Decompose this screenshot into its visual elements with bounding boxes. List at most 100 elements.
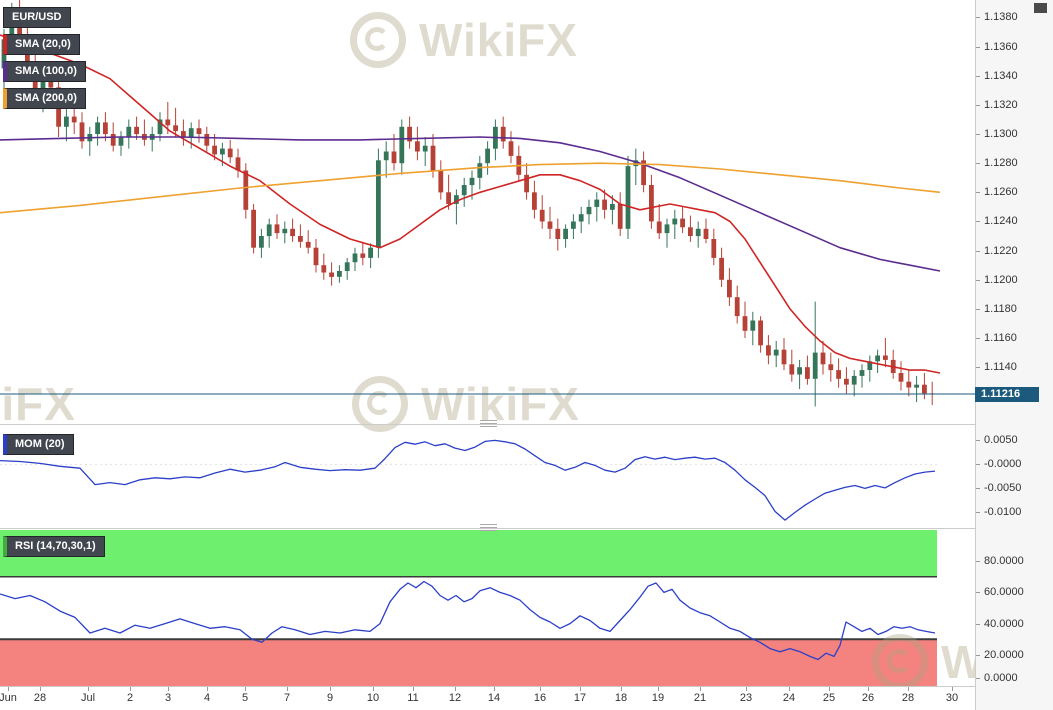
mom-tick-label: -0.0050 (984, 482, 1022, 494)
axis-tick (976, 440, 980, 441)
axis-tick (658, 687, 659, 691)
time-axis-label: 11 (407, 692, 419, 704)
price-tick-label: 1.1280 (984, 157, 1018, 169)
sma-100-0--line (0, 136, 941, 272)
time-axis[interactable]: Jun 28 Jul 2 3 4 5 7 9 10 11 12 14 16 17 18 19 21 23 24 25 26… (0, 687, 975, 710)
axis-tick (580, 687, 581, 691)
candlesticks (1, 0, 935, 407)
panel-divider (0, 528, 1053, 529)
rsi-tick-label: 0.0000 (984, 672, 1018, 684)
mom-line (0, 439, 936, 521)
legend-sma200-label: SMA (200,0) (15, 92, 77, 104)
axis-tick (40, 687, 41, 691)
time-axis-label: 25 (822, 692, 836, 704)
price-tick-label: 1.1340 (984, 70, 1018, 82)
price-axis[interactable]: 1.1380 1.1360 1.1340 1.1320 1.1300 1.1280 1.12… (975, 0, 1053, 710)
mom-panel[interactable] (0, 426, 975, 522)
axis-tick (976, 338, 980, 339)
axis-tick (976, 592, 980, 593)
time-axis-label: 19 (651, 692, 665, 704)
axis-tick (621, 687, 622, 691)
axis-tick (976, 76, 980, 77)
sma-20-0--line (0, 34, 941, 374)
legend-sma100[interactable]: SMA (100,0) (3, 61, 86, 82)
axis-tick (829, 687, 830, 691)
axis-tick (207, 687, 208, 691)
price-tick-label: 1.1220 (984, 245, 1018, 257)
price-badge: 1.11216 (975, 387, 1039, 402)
time-axis-label: 24 (782, 692, 796, 704)
legend-symbol-label: EUR/USD (12, 11, 62, 23)
legend-sma200[interactable]: SMA (200,0) (3, 88, 86, 109)
axis-tick (976, 192, 980, 193)
time-axis-label: 4 (203, 692, 211, 704)
price-tick-label: 1.1380 (984, 11, 1018, 23)
rsi-line (0, 580, 936, 661)
price-tick-label: 1.1360 (984, 41, 1018, 53)
mom-indicator-label[interactable]: MOM (20) (3, 434, 74, 455)
axis-tick (976, 464, 980, 465)
axis-tick (976, 251, 980, 252)
rsi-tick-label: 40.0000 (984, 618, 1024, 630)
rsi-oversold-zone (0, 638, 937, 686)
axis-tick (976, 512, 980, 513)
axis-tick (330, 687, 331, 691)
axis-tick (868, 687, 869, 691)
sma-200-0--line (0, 162, 941, 214)
time-axis-label: 12 (448, 692, 462, 704)
legend-sma20[interactable]: SMA (20,0) (3, 34, 80, 55)
price-tick-label: 1.1140 (984, 361, 1017, 373)
rsi-label-text: RSI (14,70,30,1) (15, 540, 96, 552)
axis-tick (976, 163, 980, 164)
price-tick-label: 1.1300 (984, 128, 1018, 140)
mom-tick-label: 0.0050 (984, 434, 1018, 446)
time-axis-label: 18 (614, 692, 628, 704)
time-axis-label: 5 (241, 692, 249, 704)
price-tick-label: 1.1240 (984, 215, 1018, 227)
time-axis-label: Jul (80, 692, 96, 704)
panel-splitter-1[interactable] (480, 420, 497, 427)
rsi-panel[interactable] (0, 530, 975, 686)
time-axis-label: 26 (861, 692, 875, 704)
axis-tick (8, 687, 9, 691)
axis-tick (287, 687, 288, 691)
axis-tick (976, 678, 980, 679)
rsi-indicator-label[interactable]: RSI (14,70,30,1) (3, 536, 105, 557)
time-axis-label: 16 (533, 692, 547, 704)
price-tick-label: 1.1320 (984, 99, 1018, 111)
panel-divider (0, 424, 1053, 425)
axis-tick (976, 105, 980, 106)
axis-tick (952, 687, 953, 691)
axis-tick (976, 280, 980, 281)
axis-tick (976, 221, 980, 222)
time-axis-label: 30 (945, 692, 959, 704)
rsi-tick-label: 60.0000 (984, 586, 1024, 598)
axis-tick (976, 488, 980, 489)
axis-tick (908, 687, 909, 691)
axis-tick (976, 309, 980, 310)
corner-icon[interactable] (1034, 3, 1047, 13)
axis-tick (976, 134, 980, 135)
panel-splitter-2[interactable] (480, 524, 497, 531)
legend-symbol[interactable]: EUR/USD (3, 7, 71, 28)
price-tick-label: 1.1260 (984, 186, 1018, 198)
time-axis-label: 7 (283, 692, 291, 704)
axis-tick (130, 687, 131, 691)
legend-sma100-label: SMA (100,0) (15, 65, 77, 77)
axis-tick (373, 687, 374, 691)
axis-tick (746, 687, 747, 691)
axis-tick (88, 687, 89, 691)
legend-sma20-label: SMA (20,0) (15, 38, 71, 50)
price-tick-label: 1.1200 (984, 274, 1018, 286)
time-axis-label: 17 (573, 692, 587, 704)
mom-tick-label: -0.0100 (984, 506, 1022, 518)
rsi-tick-label: 80.0000 (984, 555, 1024, 567)
price-tick-label: 1.1180 (984, 303, 1017, 315)
time-axis-label: 14 (487, 692, 501, 704)
axis-tick (540, 687, 541, 691)
axis-tick (976, 47, 980, 48)
axis-tick (455, 687, 456, 691)
time-axis-label: 2 (126, 692, 134, 704)
main-chart-panel[interactable] (0, 0, 975, 424)
time-axis-label: 3 (164, 692, 172, 704)
